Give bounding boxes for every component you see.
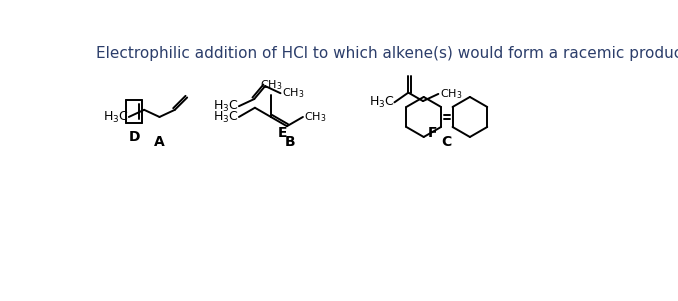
Text: CH$_3$: CH$_3$	[260, 79, 282, 92]
Text: CH$_3$: CH$_3$	[440, 87, 462, 101]
Text: H$_3$C: H$_3$C	[369, 95, 395, 110]
Text: Electrophilic addition of HCl to which alkene(s) would form a racemic product?: Electrophilic addition of HCl to which a…	[96, 46, 678, 61]
Text: C: C	[441, 135, 452, 149]
Text: CH$_3$: CH$_3$	[304, 110, 327, 124]
Text: A: A	[154, 135, 165, 149]
Text: E: E	[278, 126, 287, 140]
Text: H$_3$C: H$_3$C	[214, 110, 239, 125]
Text: H$_3$C: H$_3$C	[103, 110, 129, 125]
Text: B: B	[285, 135, 296, 149]
Text: H$_3$C: H$_3$C	[214, 99, 239, 114]
Text: CH$_3$: CH$_3$	[282, 86, 304, 100]
Text: D: D	[128, 130, 140, 144]
Text: F: F	[428, 126, 438, 140]
